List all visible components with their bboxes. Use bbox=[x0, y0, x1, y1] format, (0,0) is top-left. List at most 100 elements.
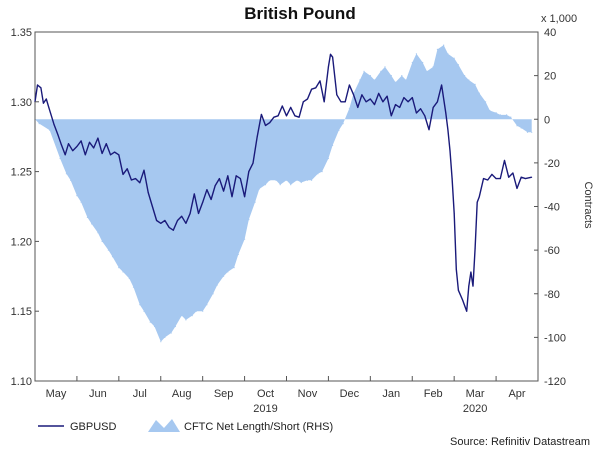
gbpusd-point bbox=[231, 196, 233, 198]
left-tick-label: 1.20 bbox=[11, 236, 32, 248]
cftc-point bbox=[453, 57, 455, 59]
gbpusd-point bbox=[478, 196, 480, 198]
gbpusd-point bbox=[512, 172, 514, 174]
cftc-point bbox=[122, 271, 124, 273]
gbpusd-point bbox=[487, 179, 489, 181]
cftc-point bbox=[248, 219, 250, 221]
gbpusd-point bbox=[68, 143, 69, 145]
gbpusd-point bbox=[472, 285, 474, 287]
cftc-point bbox=[432, 66, 434, 68]
gbpusd-point bbox=[399, 106, 401, 108]
cftc-point bbox=[311, 179, 313, 181]
x-tick-label: Oct bbox=[257, 388, 274, 400]
gbpusd-series-line bbox=[34, 53, 533, 312]
gbpusd-point bbox=[53, 123, 55, 125]
cftc-point bbox=[111, 256, 114, 258]
gbpusd-point bbox=[156, 220, 158, 221]
cftc-point bbox=[411, 61, 413, 64]
gbpusd-point bbox=[265, 125, 266, 126]
right-axis-multiplier: x 1,000 bbox=[541, 13, 577, 25]
gbpusd-point bbox=[40, 87, 42, 89]
x-tick-label: May bbox=[46, 388, 67, 400]
cftc-point bbox=[510, 116, 512, 118]
gbpusd-point bbox=[302, 101, 304, 103]
gbpusd-point bbox=[447, 129, 449, 131]
gbpusd-point bbox=[504, 159, 505, 161]
gbpusd-point bbox=[520, 176, 522, 178]
gbpusd-point bbox=[84, 154, 86, 156]
cftc-point bbox=[227, 271, 229, 273]
cftc-point bbox=[254, 201, 256, 203]
cftc-point bbox=[369, 75, 371, 77]
cftc-point bbox=[153, 325, 156, 328]
gbpusd-point bbox=[252, 162, 254, 164]
gbpusd-point bbox=[269, 122, 271, 124]
cftc-point bbox=[306, 179, 309, 181]
gbpusd-point bbox=[508, 176, 510, 178]
cftc-point bbox=[101, 240, 103, 242]
gbpusd-point bbox=[42, 102, 44, 104]
gbpusd-point bbox=[235, 175, 237, 177]
gbpusd-point bbox=[286, 115, 287, 117]
cftc-point bbox=[212, 293, 214, 295]
gbpusd-point bbox=[202, 201, 204, 203]
gbpusd-point bbox=[60, 143, 62, 145]
gbpusd-point bbox=[420, 108, 422, 110]
cftc-point bbox=[258, 188, 260, 190]
gbpusd-point bbox=[45, 98, 47, 100]
cftc-point bbox=[390, 75, 392, 77]
gbpusd-point bbox=[114, 151, 116, 153]
cftc-point bbox=[223, 275, 225, 277]
left-axis-ticks: 1.10 1.15 1.20 1.25 1.30 1.35 bbox=[11, 27, 39, 388]
cftc-point bbox=[216, 284, 218, 286]
gbpusd-point bbox=[311, 88, 313, 90]
gbpusd-point bbox=[76, 146, 78, 147]
gbpusd-point bbox=[441, 84, 443, 86]
gbpusd-point bbox=[223, 190, 225, 192]
cftc-point bbox=[139, 304, 141, 306]
left-tick-label: 1.35 bbox=[11, 27, 32, 39]
gbpusd-point bbox=[214, 185, 216, 187]
x-tick-label: Feb bbox=[424, 388, 443, 400]
gbpusd-point bbox=[298, 116, 300, 118]
gbpusd-point bbox=[239, 178, 241, 180]
cftc-point bbox=[191, 315, 193, 317]
gbpusd-point bbox=[386, 95, 388, 97]
cftc-point bbox=[359, 79, 361, 81]
gbpusd-point bbox=[160, 222, 162, 224]
cftc-point bbox=[202, 310, 204, 312]
cftc-point bbox=[506, 114, 508, 116]
x-year-label: 2019 bbox=[253, 403, 277, 415]
gbpusd-point bbox=[164, 220, 166, 221]
gbpusd-point bbox=[143, 169, 145, 171]
gbpusd-point bbox=[407, 101, 409, 103]
cftc-point bbox=[49, 129, 51, 131]
right-axis-label: Contracts bbox=[582, 181, 594, 229]
x-year-label: 2020 bbox=[463, 403, 487, 415]
gbpusd-point bbox=[97, 137, 99, 139]
gbpusd-point bbox=[369, 98, 371, 100]
cftc-point bbox=[436, 48, 438, 51]
cftc-point bbox=[526, 131, 529, 133]
right-tick-label: -120 bbox=[544, 376, 566, 388]
cftc-point bbox=[290, 184, 292, 186]
gbpusd-point bbox=[193, 193, 195, 195]
legend-cftc-swatch bbox=[148, 419, 180, 432]
gbpusd-point bbox=[290, 106, 292, 108]
gbpusd-point bbox=[260, 113, 262, 115]
left-tick-label: 1.10 bbox=[11, 376, 32, 388]
cftc-point bbox=[415, 53, 417, 55]
gbpusd-point bbox=[307, 98, 308, 100]
right-tick-label: -100 bbox=[544, 332, 566, 344]
gbpusd-point bbox=[474, 247, 476, 249]
gbpusd-point bbox=[336, 94, 338, 96]
gbpusd-point bbox=[72, 150, 74, 152]
left-tick-label: 1.15 bbox=[11, 306, 32, 318]
cftc-point bbox=[296, 179, 298, 181]
gbpusd-point bbox=[491, 173, 493, 175]
gbpusd-point bbox=[457, 289, 459, 291]
cftc-point bbox=[160, 341, 162, 343]
cftc-point bbox=[86, 216, 88, 218]
x-tick-label: Sep bbox=[214, 388, 234, 400]
cftc-point bbox=[80, 201, 82, 203]
